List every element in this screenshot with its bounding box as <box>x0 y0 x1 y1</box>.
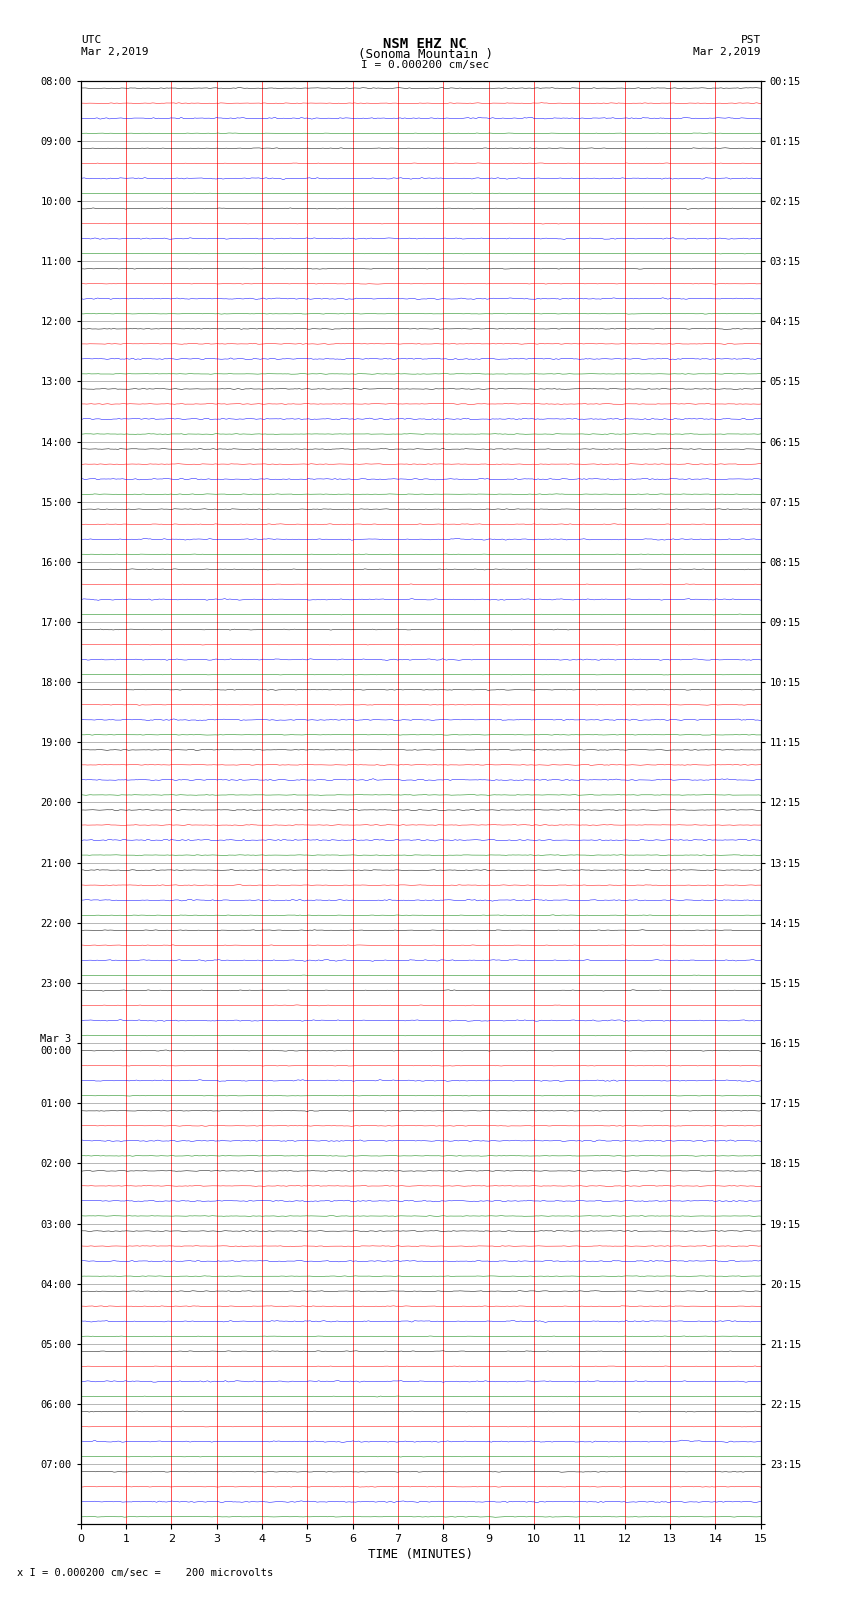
Text: Mar 2,2019: Mar 2,2019 <box>81 47 148 56</box>
Text: x I = 0.000200 cm/sec =    200 microvolts: x I = 0.000200 cm/sec = 200 microvolts <box>17 1568 273 1578</box>
Text: (Sonoma Mountain ): (Sonoma Mountain ) <box>358 48 492 61</box>
Text: NSM EHZ NC: NSM EHZ NC <box>383 37 467 52</box>
Text: PST: PST <box>740 35 761 45</box>
Text: UTC: UTC <box>81 35 101 45</box>
X-axis label: TIME (MINUTES): TIME (MINUTES) <box>368 1548 473 1561</box>
Text: Mar 2,2019: Mar 2,2019 <box>694 47 761 56</box>
Text: I = 0.000200 cm/sec: I = 0.000200 cm/sec <box>361 60 489 69</box>
